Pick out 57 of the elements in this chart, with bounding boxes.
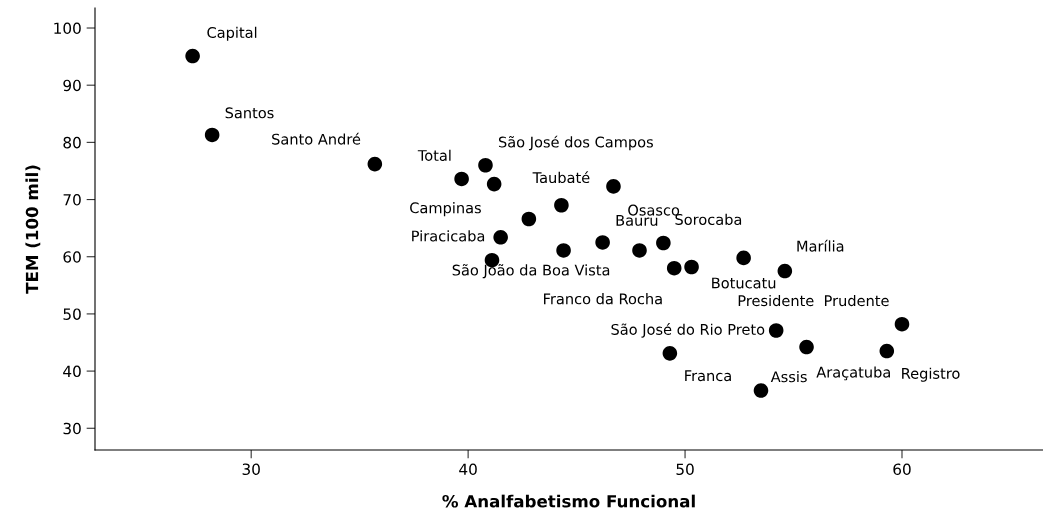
annotation: Assis: [770, 370, 807, 383]
point: [632, 243, 647, 258]
point: [666, 260, 682, 276]
annotation: Bauru: [616, 215, 658, 226]
annotation: Santos: [225, 107, 274, 119]
point: [554, 197, 569, 213]
x-tick-label: 30: [242, 463, 260, 476]
annotation: Registro: [902, 367, 960, 382]
annotation: Franca: [685, 370, 731, 382]
y-tick-label: 100: [54, 22, 81, 35]
point: [879, 343, 895, 359]
point: [478, 157, 493, 173]
point: [684, 259, 699, 275]
point: [662, 346, 678, 361]
point: [493, 230, 508, 245]
annotation: Taubaté: [532, 171, 590, 184]
annotation: Botucatu: [712, 277, 776, 289]
annotation: Santo André: [272, 132, 361, 145]
annotation: Presidente Prudente: [738, 294, 889, 307]
y-axis-title: TEM (100 mil): [25, 165, 41, 294]
point: [185, 48, 200, 64]
annotation: Piracicaba: [412, 230, 485, 242]
annotation: São José dos Campos: [498, 135, 653, 151]
y-tick-label: 30: [63, 422, 81, 435]
point: [736, 250, 751, 266]
y-tick-label: 70: [63, 194, 81, 206]
point: [777, 263, 793, 279]
point: [799, 339, 814, 355]
point: [521, 211, 537, 227]
point: [556, 243, 571, 258]
point: [595, 235, 610, 250]
annotation: Araçatuba: [816, 366, 890, 381]
annotation: São José do Rio Preto: [611, 323, 765, 338]
point: [656, 235, 671, 251]
annotation: São João da Boa Vista: [452, 264, 610, 279]
point: [204, 127, 220, 143]
annotation: Capital: [207, 26, 257, 41]
y-tick-label: 80: [63, 136, 81, 149]
y-tick-label: 50: [63, 308, 81, 320]
point: [753, 383, 769, 398]
x-tick-label: 60: [893, 463, 911, 476]
point: [894, 316, 910, 332]
point: [367, 156, 383, 172]
x-tick-label: 40: [459, 463, 477, 476]
y-tick-label: 90: [63, 79, 81, 92]
y-tick-label: 40: [63, 365, 81, 378]
annotation: Campinas: [410, 202, 481, 217]
point: [454, 171, 469, 187]
annotation: Total: [417, 149, 451, 161]
x-tick-label: 50: [676, 463, 694, 476]
point: [768, 323, 784, 338]
x-axis-title: % Analfabetismo Funcional: [442, 494, 695, 508]
point: [606, 179, 621, 194]
point: [486, 176, 502, 192]
y-tick-label: 60: [63, 251, 81, 263]
annotation: Franco da Rocha: [544, 293, 662, 305]
annotation: Marília: [797, 239, 844, 252]
